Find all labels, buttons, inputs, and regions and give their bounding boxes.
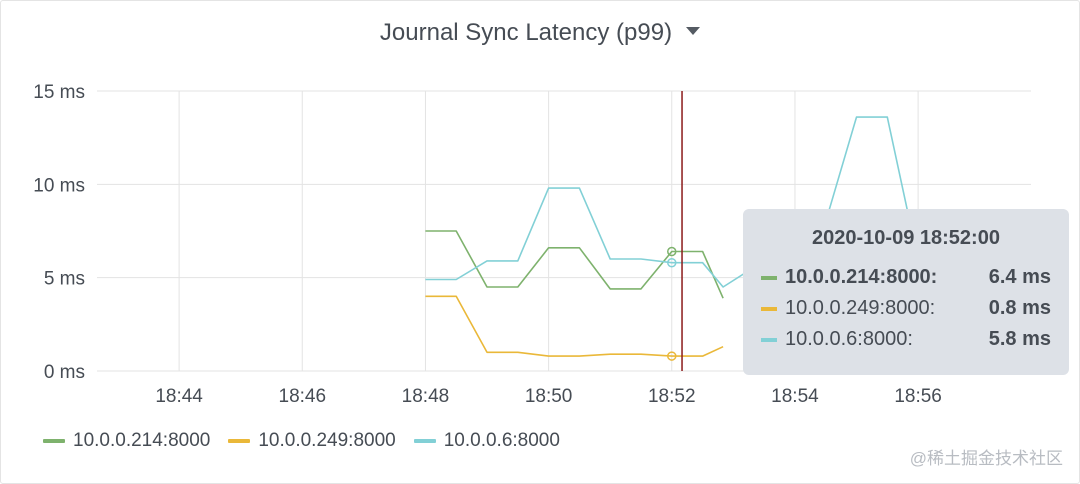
watermark: @稀土掘金技术社区 bbox=[909, 449, 1063, 468]
tooltip-series-value: 0.8 ms bbox=[988, 297, 1051, 319]
hover-markers bbox=[667, 246, 677, 361]
legend-item-6[interactable]: 10.0.0.6:8000 bbox=[413, 430, 560, 452]
series-line-1 bbox=[425, 295, 724, 357]
legend-label[interactable]: 10.0.0.6:8000 bbox=[443, 430, 560, 451]
tooltip-swatch bbox=[761, 306, 777, 311]
legend-item-214[interactable]: 10.0.0.214:8000 bbox=[43, 430, 210, 452]
tooltip-series-value: 5.8 ms bbox=[988, 328, 1051, 350]
y-tick-label: 15 ms bbox=[33, 82, 85, 103]
x-tick-label: 18:50 bbox=[525, 386, 573, 407]
y-tick-label: 0 ms bbox=[44, 362, 85, 383]
x-tick-label: 18:48 bbox=[402, 386, 450, 407]
tooltip-series-name: 10.0.0.6:8000: bbox=[785, 328, 913, 350]
series-line-2 bbox=[425, 116, 909, 288]
hover-point-marker bbox=[667, 246, 677, 257]
x-tick-label: 18:54 bbox=[771, 386, 819, 407]
x-axis: 18:44 18:46 18:48 18:50 18:52 18:54 18:56 bbox=[155, 386, 942, 407]
legend-item-249[interactable]: 10.0.0.249:8000 bbox=[228, 430, 396, 452]
tooltip-swatch bbox=[761, 337, 777, 342]
x-tick-label: 18:56 bbox=[894, 386, 942, 407]
hover-point-marker bbox=[667, 351, 677, 361]
y-axis: 0 ms 5 ms 10 ms 15 ms bbox=[33, 82, 85, 383]
hover-point-marker bbox=[667, 257, 677, 268]
tooltip-series-name: 10.0.0.249:8000: bbox=[785, 297, 936, 319]
panel-title-bar[interactable]: Journal Sync Latency (p99) bbox=[1, 19, 1079, 47]
hover-tooltip: 2020-10-09 18:52:00 10.0.0.214:8000: 6.4… bbox=[743, 209, 1069, 375]
tooltip-time: 2020-10-09 18:52:00 bbox=[812, 227, 1000, 249]
y-tick-label: 10 ms bbox=[33, 175, 85, 196]
legend-label[interactable]: 10.0.0.249:8000 bbox=[258, 430, 396, 451]
tooltip-row: 10.0.0.214:8000: 6.4 ms bbox=[761, 262, 1051, 293]
x-tick-label: 18:46 bbox=[279, 386, 327, 407]
panel-title[interactable]: Journal Sync Latency (p99) bbox=[379, 19, 673, 46]
legend-swatch bbox=[413, 439, 436, 443]
tooltip-swatch bbox=[761, 275, 777, 280]
x-tick-label: 18:44 bbox=[155, 386, 203, 407]
tooltip-series-value: 6.4 ms bbox=[988, 266, 1051, 288]
legend-label[interactable]: 10.0.0.214:8000 bbox=[73, 430, 211, 451]
x-tick-label: 18:52 bbox=[648, 386, 696, 407]
y-tick-label: 5 ms bbox=[44, 269, 85, 290]
legend: 10.0.0.214:8000 10.0.0.249:8000 10.0.0.6… bbox=[43, 429, 578, 453]
series-line-0 bbox=[425, 230, 724, 299]
legend-swatch bbox=[228, 439, 251, 443]
tooltip-series-name: 10.0.0.214:8000: bbox=[785, 266, 938, 288]
legend-swatch bbox=[43, 439, 65, 443]
tooltip-row: 10.0.0.6:8000: 5.8 ms bbox=[761, 324, 1051, 355]
tooltip-row: 10.0.0.249:8000: 0.8 ms bbox=[761, 293, 1051, 324]
chevron-down-icon[interactable] bbox=[686, 26, 701, 35]
